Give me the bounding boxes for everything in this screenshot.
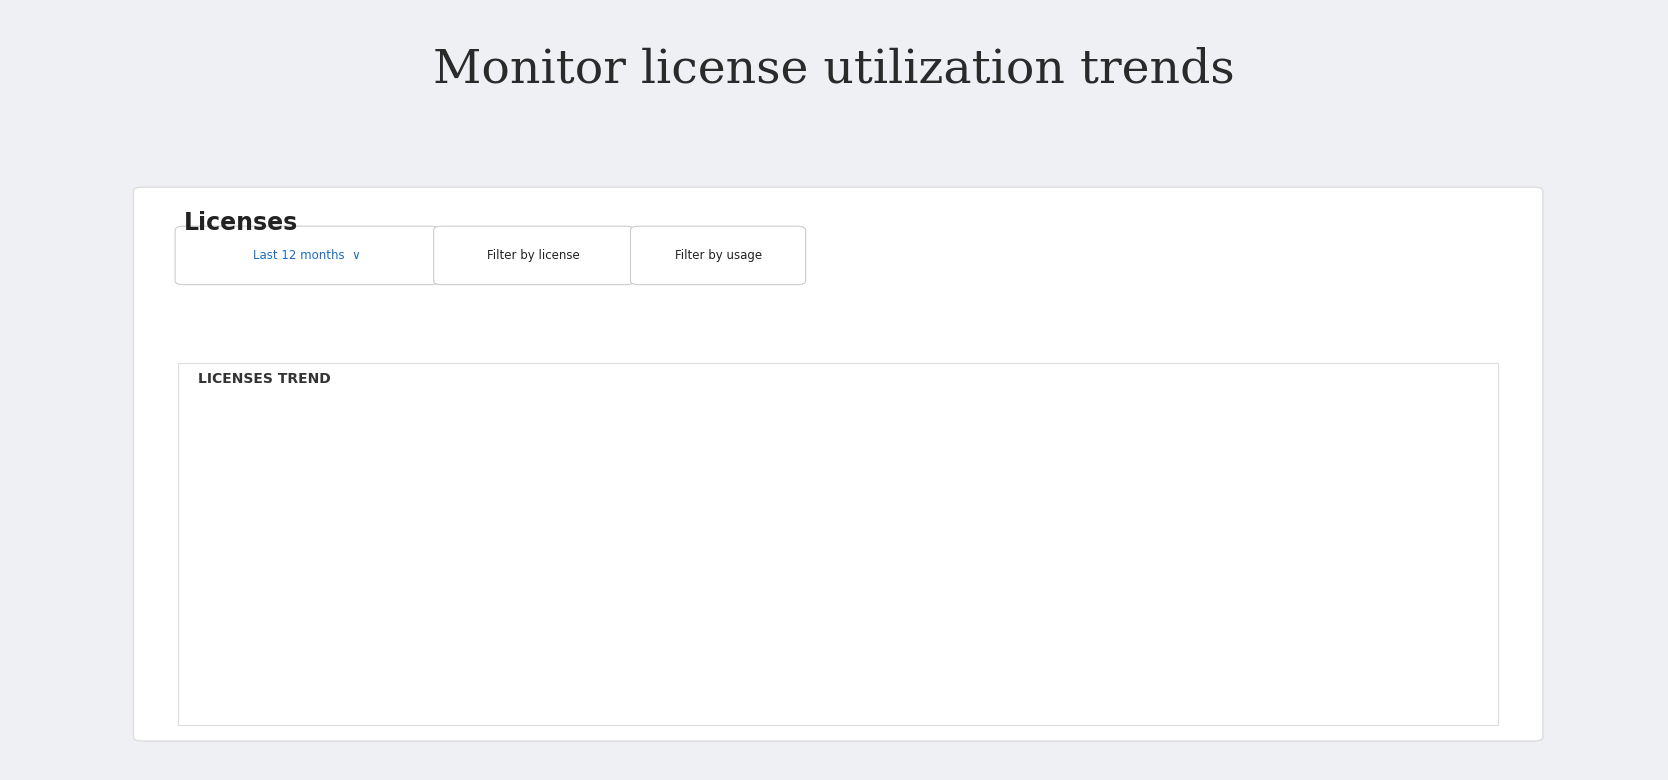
Bar [786,474,814,505]
Bar [1084,505,1113,682]
Bar [1221,505,1249,682]
Bar [485,505,514,682]
Bar [986,409,1012,474]
Bar [1321,474,1348,505]
Bar [387,474,414,505]
Bar [1184,409,1213,474]
Bar [422,409,450,474]
Bar [786,409,814,474]
Bar [387,505,414,682]
Bar [986,505,1012,682]
Bar [387,409,414,474]
Bar [1419,409,1448,474]
Bar [821,474,849,505]
Bar [1321,409,1348,474]
Bar [1121,409,1149,474]
Bar [921,474,949,505]
Bar [1384,409,1413,474]
Bar [921,409,949,474]
Bar [1121,505,1149,682]
Bar [422,505,450,682]
Bar [1184,474,1213,505]
Text: Filter by usage: Filter by usage [674,249,762,262]
Bar [722,409,749,474]
Bar [686,474,714,505]
Bar [485,474,514,505]
Bar [287,409,315,474]
Bar [422,474,450,505]
Bar [1184,505,1213,682]
Bar [1221,474,1249,505]
Bar [786,505,814,682]
Bar [1284,505,1313,682]
Bar [322,409,350,474]
Bar [1021,474,1049,505]
Bar [1384,505,1413,682]
Bar [722,474,749,505]
Bar [1084,409,1113,474]
Bar [585,474,614,505]
Bar [1021,505,1049,682]
Bar [1284,474,1313,505]
Bar [522,474,550,505]
Bar [921,505,949,682]
Bar [1321,505,1348,682]
Bar [585,409,614,474]
Bar [322,505,350,682]
Bar [886,505,914,682]
Bar [1419,505,1448,682]
Bar [1021,409,1049,474]
Bar [886,409,914,474]
Text: LICENSES TREND: LICENSES TREND [198,372,332,386]
Bar [522,505,550,682]
Bar [1284,409,1313,474]
Bar [522,409,550,474]
Bar [886,474,914,505]
Bar [821,505,849,682]
Bar [686,409,714,474]
Text: Monitor license utilization trends: Monitor license utilization trends [434,47,1234,92]
Text: Last 12 months  ∨: Last 12 months ∨ [254,249,360,262]
Bar [585,505,614,682]
Bar [722,505,749,682]
Bar [1121,474,1149,505]
Bar [686,505,714,682]
Bar [1384,474,1413,505]
Text: Filter by license: Filter by license [487,249,580,262]
Text: Licenses: Licenses [183,211,297,235]
Bar [322,474,350,505]
Bar [1221,409,1249,474]
Bar [485,409,514,474]
Bar [287,474,315,505]
Bar [986,474,1012,505]
Bar [287,505,315,682]
Bar [1084,474,1113,505]
Bar [1419,474,1448,505]
Bar [622,409,651,474]
Bar [821,409,849,474]
Bar [622,474,651,505]
Bar [622,505,651,682]
